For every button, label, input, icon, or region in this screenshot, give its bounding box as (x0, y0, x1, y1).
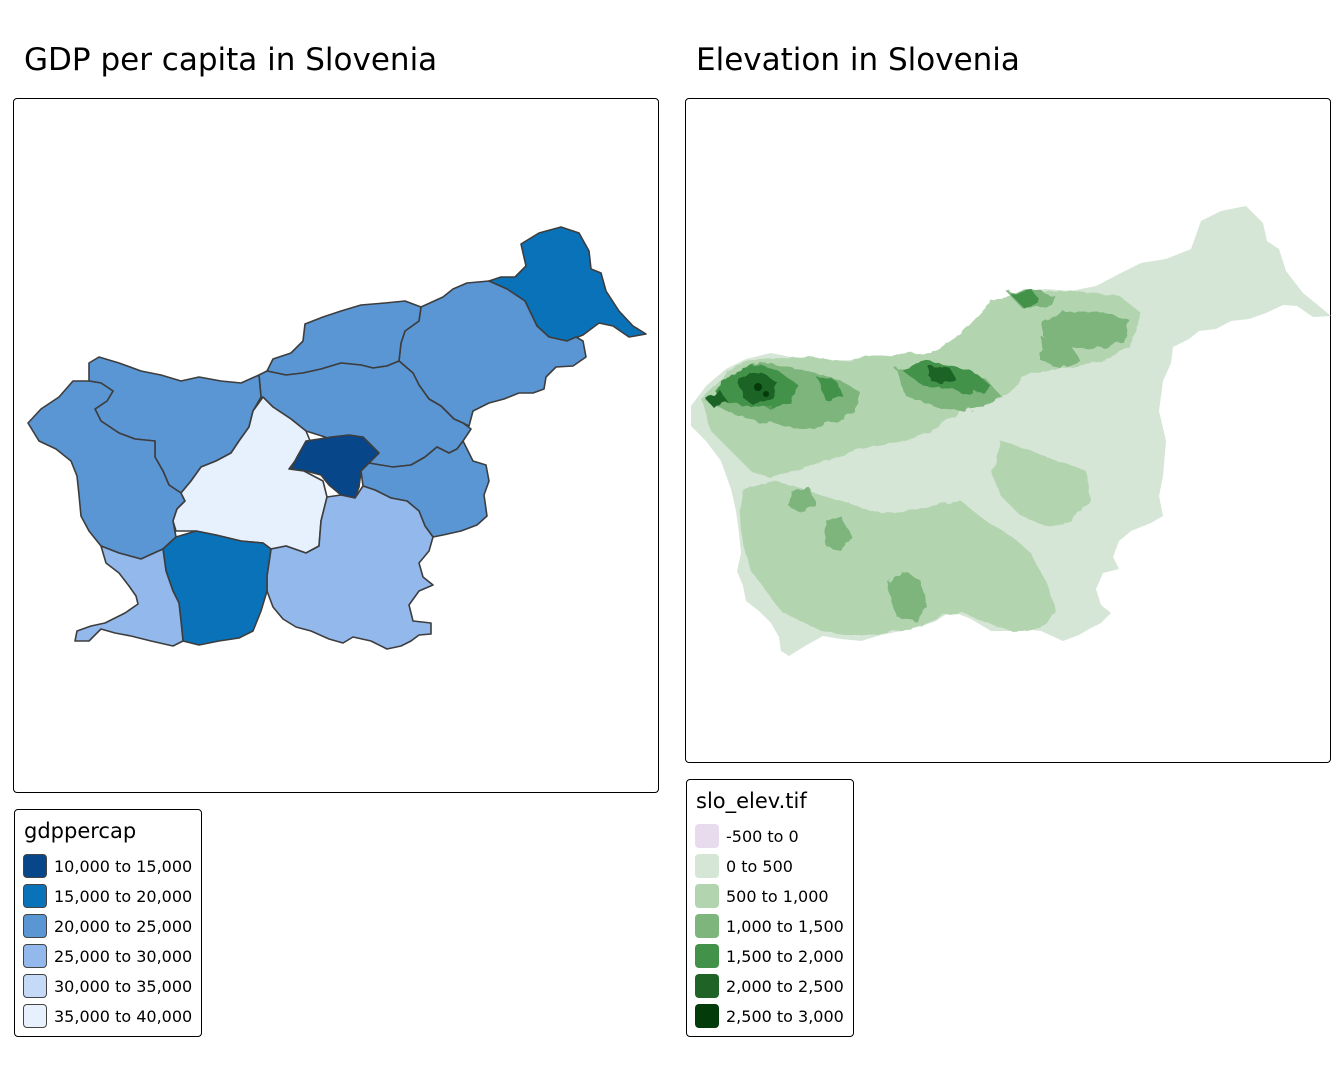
elevation-legend-swatch (695, 944, 719, 968)
gdp-legend-label: 30,000 to 35,000 (54, 976, 193, 996)
gdp-legend-item: 35,000 to 40,000 (23, 1002, 192, 1030)
gdp-legend-label: 20,000 to 25,000 (54, 916, 193, 936)
gdp-map-title: GDP per capita in Slovenia (24, 42, 438, 78)
gdp-legend-item: 10,000 to 15,000 (23, 852, 192, 880)
gdp-legend-label: 25,000 to 30,000 (54, 946, 193, 966)
elevation-legend-swatch (695, 914, 719, 938)
elevation-legend-item: -500 to 0 (695, 822, 799, 850)
gdp-legend-swatch (23, 974, 47, 998)
gdp-legend-item: 30,000 to 35,000 (23, 972, 192, 1000)
elevation-legend-item: 1,500 to 2,000 (695, 942, 844, 970)
gdp-legend-label: 15,000 to 20,000 (54, 886, 193, 906)
elevation-legend-label: 1,500 to 2,000 (726, 946, 844, 966)
elevation-legend-label: 2,000 to 2,500 (726, 976, 844, 996)
gdp-choropleth-map (27, 226, 647, 650)
elevation-legend-title: slo_elev.tif (696, 789, 807, 813)
gdp-legend-item: 20,000 to 25,000 (23, 912, 192, 940)
gdp-legend-title: gdppercap (24, 819, 137, 843)
gdp-legend-swatch (23, 1004, 47, 1028)
elevation-map-frame (685, 98, 1331, 763)
elevation-legend-label: 2,500 to 3,000 (726, 1006, 844, 1026)
region-zasavska[interactable] (290, 434, 380, 499)
region-obalno-kraska[interactable] (74, 545, 184, 647)
elevation-legend-swatch (695, 824, 719, 848)
elevation-legend-label: 500 to 1,000 (726, 886, 829, 906)
elevation-legend-label: -500 to 0 (726, 826, 799, 846)
gdp-legend-swatch (23, 914, 47, 938)
elevation-legend-swatch (695, 884, 719, 908)
gdp-legend: gdppercap 10,000 to 15,000 15,000 to 20,… (14, 809, 202, 1037)
elevation-legend-swatch (695, 854, 719, 878)
gdp-legend-item: 15,000 to 20,000 (23, 882, 192, 910)
elevation-legend-item: 500 to 1,000 (695, 882, 829, 910)
gdp-legend-item: 25,000 to 30,000 (23, 942, 192, 970)
elevation-raster-map (691, 206, 1331, 656)
gdp-legend-label: 35,000 to 40,000 (54, 1006, 193, 1026)
elevation-legend-label: 1,000 to 1,500 (726, 916, 844, 936)
elevation-legend-item: 2,000 to 2,500 (695, 972, 844, 1000)
elevation-legend-item: 2,500 to 3,000 (695, 1002, 844, 1030)
gdp-map-frame (13, 98, 659, 793)
elevation-2500-3000 (754, 383, 769, 397)
gdp-legend-swatch (23, 944, 47, 968)
elevation-legend-swatch (695, 974, 719, 998)
gdp-legend-swatch (23, 854, 47, 878)
elevation-legend: slo_elev.tif -500 to 0 0 to 500 500 to 1… (686, 779, 854, 1037)
gdp-legend-swatch (23, 884, 47, 908)
elevation-map-title: Elevation in Slovenia (696, 42, 1020, 78)
elevation-legend-item: 1,000 to 1,500 (695, 912, 844, 940)
gdp-legend-label: 10,000 to 15,000 (54, 856, 193, 876)
elevation-legend-label: 0 to 500 (726, 856, 793, 876)
elevation-legend-swatch (695, 1004, 719, 1028)
elevation-legend-item: 0 to 500 (695, 852, 793, 880)
